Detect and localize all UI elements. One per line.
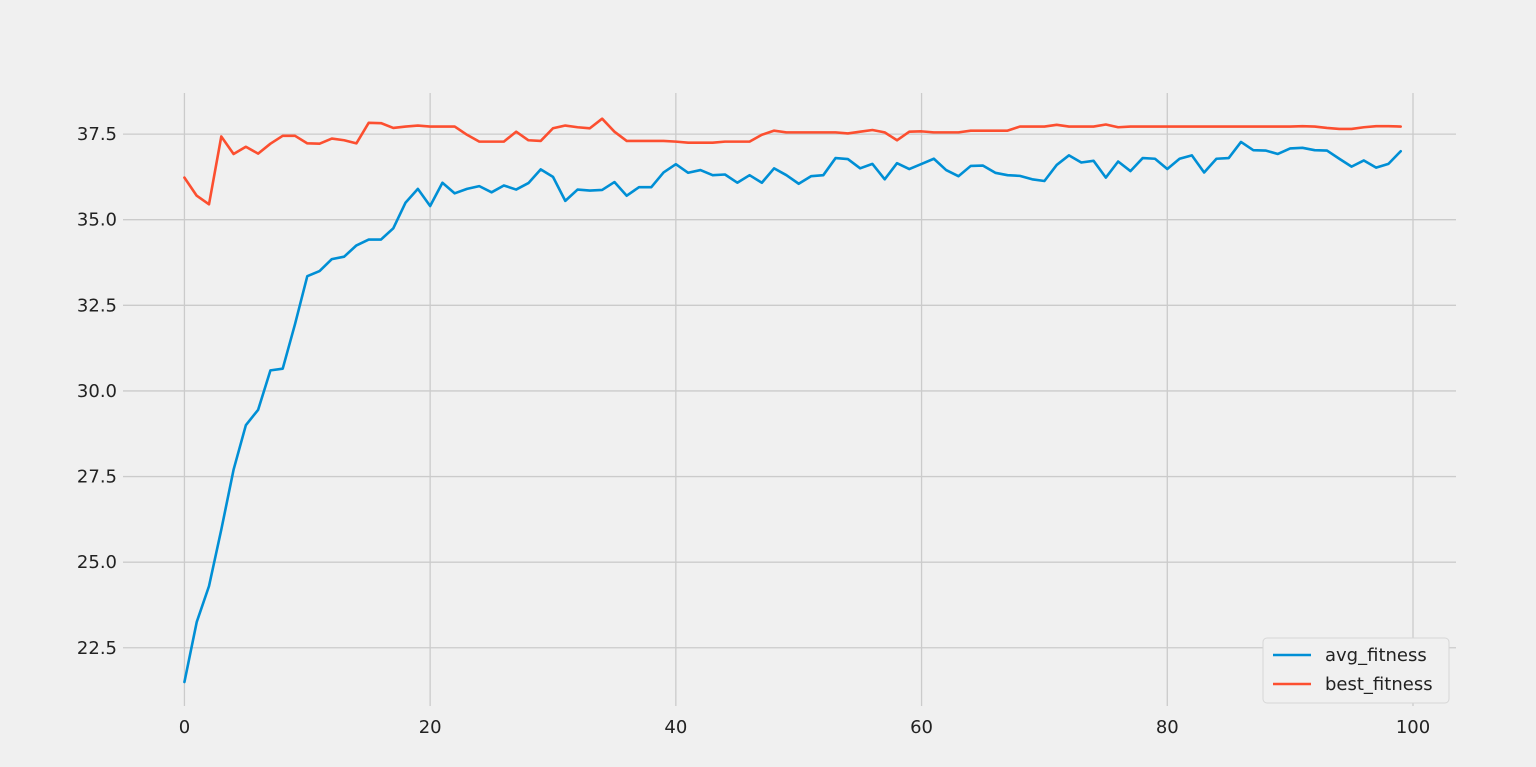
x-tick-label: 60 — [910, 717, 933, 738]
x-tick-label: 100 — [1396, 717, 1430, 738]
y-tick-label: 32.5 — [77, 295, 117, 316]
y-tick-label: 27.5 — [77, 467, 117, 488]
y-tick-label: 35.0 — [77, 210, 117, 231]
series-line-best-fitness — [183, 117, 1403, 206]
series-line-avg-fitness — [183, 140, 1403, 684]
legend-label: avg_fitness — [1325, 645, 1427, 666]
y-tick-label: 22.5 — [77, 638, 117, 659]
x-tick-label: 20 — [419, 717, 442, 738]
series-lines — [183, 117, 1403, 684]
x-axis-ticks: 0 20 40 60 80 100 — [179, 717, 1430, 738]
legend: avg_fitness best_fitness — [1262, 637, 1450, 704]
legend-label: best_fitness — [1325, 674, 1433, 695]
grid-lines — [123, 93, 1456, 706]
x-tick-label: 40 — [664, 717, 687, 738]
y-tick-label: 30.0 — [77, 381, 117, 402]
x-tick-label: 0 — [179, 717, 190, 738]
x-tick-label: 80 — [1156, 717, 1179, 738]
y-axis-ticks: 22.5 25.0 27.5 30.0 32.5 35.0 37.5 — [77, 124, 117, 659]
y-tick-label: 25.0 — [77, 552, 117, 573]
y-tick-label: 37.5 — [77, 124, 117, 145]
